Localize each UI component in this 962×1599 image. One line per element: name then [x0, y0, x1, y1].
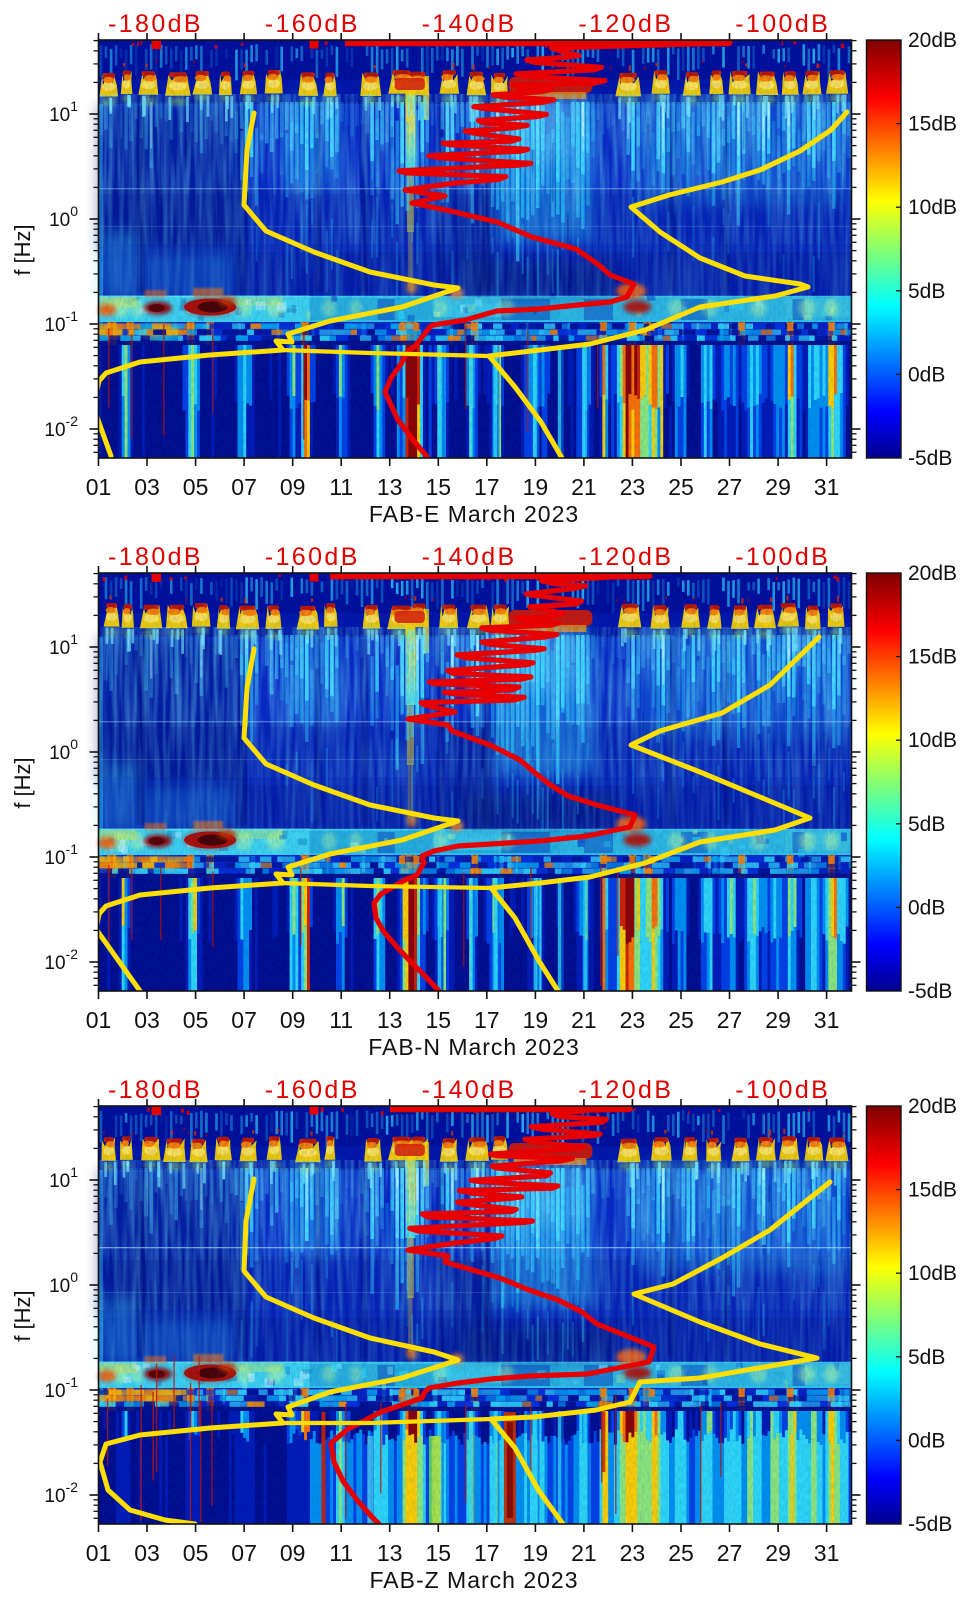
svg-text:29: 29	[765, 474, 791, 500]
svg-text:19: 19	[523, 474, 549, 500]
svg-text:25: 25	[668, 1007, 694, 1033]
svg-text:27: 27	[717, 474, 743, 500]
svg-text:-180dB: -180dB	[108, 10, 203, 38]
svg-text:13: 13	[377, 474, 403, 500]
svg-text:01: 01	[86, 1007, 112, 1033]
svg-text:-160dB: -160dB	[265, 10, 360, 38]
svg-text:-5dB: -5dB	[908, 447, 952, 470]
svg-text:-100dB: -100dB	[735, 10, 830, 38]
svg-text:31: 31	[814, 474, 840, 500]
svg-text:20dB: 20dB	[908, 29, 957, 52]
svg-text:-120dB: -120dB	[578, 10, 673, 38]
svg-text:-120dB: -120dB	[578, 543, 673, 571]
svg-text:23: 23	[620, 474, 646, 500]
svg-text:f [Hz]: f [Hz]	[10, 757, 35, 808]
svg-text:-180dB: -180dB	[108, 543, 203, 571]
svg-text:09: 09	[280, 1007, 306, 1033]
svg-text:10dB: 10dB	[908, 729, 957, 752]
svg-text:25: 25	[668, 474, 694, 500]
svg-text:-5dB: -5dB	[908, 980, 952, 1003]
svg-text:FAB-N March 2023: FAB-N March 2023	[368, 1034, 580, 1060]
svg-text:23: 23	[620, 1007, 646, 1033]
svg-text:05: 05	[183, 1007, 209, 1033]
svg-text:19: 19	[523, 1007, 549, 1033]
svg-text:15dB: 15dB	[908, 113, 957, 136]
svg-text:15: 15	[426, 1007, 452, 1033]
svg-text:01: 01	[86, 474, 112, 500]
svg-text:5dB: 5dB	[908, 813, 945, 836]
svg-text:29: 29	[765, 1007, 791, 1033]
svg-text:FAB-E March 2023: FAB-E March 2023	[369, 501, 579, 527]
svg-text:20dB: 20dB	[908, 562, 957, 585]
svg-text:11: 11	[329, 474, 353, 500]
svg-text:21: 21	[571, 474, 597, 500]
svg-text:07: 07	[231, 1007, 257, 1033]
svg-text:-100dB: -100dB	[735, 543, 830, 571]
svg-text:27: 27	[717, 1007, 743, 1033]
svg-text:11: 11	[329, 1007, 353, 1033]
svg-text:05: 05	[183, 474, 209, 500]
svg-text:07: 07	[231, 474, 257, 500]
svg-text:f [Hz]: f [Hz]	[10, 224, 35, 275]
svg-text:03: 03	[134, 1007, 160, 1033]
svg-text:10dB: 10dB	[908, 196, 957, 219]
svg-text:-140dB: -140dB	[422, 543, 517, 571]
svg-text:03: 03	[134, 474, 160, 500]
svg-text:15dB: 15dB	[908, 646, 957, 669]
svg-text:15: 15	[426, 474, 452, 500]
svg-text:-140dB: -140dB	[422, 10, 517, 38]
svg-text:-160dB: -160dB	[265, 543, 360, 571]
svg-text:5dB: 5dB	[908, 280, 945, 303]
svg-text:21: 21	[571, 1007, 597, 1033]
svg-text:13: 13	[377, 1007, 403, 1033]
svg-text:0dB: 0dB	[908, 363, 945, 386]
svg-text:17: 17	[474, 474, 500, 500]
svg-text:09: 09	[280, 474, 306, 500]
svg-text:17: 17	[474, 1007, 500, 1033]
svg-text:0dB: 0dB	[908, 896, 945, 919]
svg-text:31: 31	[814, 1007, 840, 1033]
